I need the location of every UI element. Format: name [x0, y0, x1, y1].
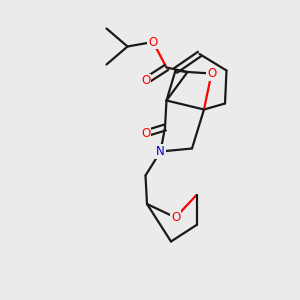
Text: O: O	[141, 74, 150, 88]
Text: O: O	[171, 211, 180, 224]
Text: O: O	[207, 67, 216, 80]
Text: O: O	[148, 35, 158, 49]
Text: O: O	[141, 127, 150, 140]
Text: N: N	[156, 145, 165, 158]
